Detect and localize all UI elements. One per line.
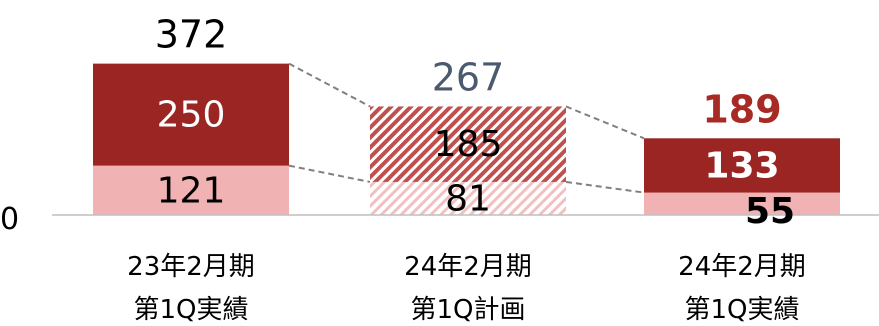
- data-label-bottom-3: 55: [745, 191, 795, 232]
- category-label-line1-3: 24年2月期: [678, 252, 806, 282]
- bar-segment-bottom-3: [644, 192, 840, 215]
- category-label-line2-3: 第1Q実績: [684, 295, 799, 325]
- bar-segment-bottom-2: [370, 181, 566, 215]
- y-axis-zero-label: 0: [0, 202, 19, 237]
- total-label-2: 267: [432, 55, 505, 99]
- bar-segment-top-1: [93, 63, 289, 166]
- category-label-line1-2: 24年2月期: [404, 252, 532, 282]
- total-label-1: 372: [155, 13, 228, 57]
- data-label-top-1: 250: [157, 95, 226, 136]
- connector-top-1: [288, 62, 371, 108]
- connector-mid-2: [565, 180, 645, 194]
- bars: [93, 63, 840, 215]
- connector-top-2: [565, 105, 645, 140]
- category-label-line2-2: 第1Q計画: [410, 295, 525, 325]
- bar-segment-bottom-1: [93, 165, 289, 215]
- data-label-top-3: 133: [704, 145, 779, 186]
- data-labels: 121 250 372 81 185 267 55 133 189: [155, 13, 795, 232]
- bar-segment-top-3: [644, 138, 840, 193]
- data-label-bottom-1: 121: [157, 170, 226, 211]
- total-label-3: 189: [702, 87, 781, 131]
- category-label-line2-1: 第1Q実績: [133, 295, 248, 325]
- bar-segment-top-2: [370, 106, 566, 182]
- connector-lines: [288, 62, 645, 194]
- connector-mid-1: [288, 164, 371, 183]
- data-label-top-2: 185: [434, 124, 503, 165]
- category-label-line1-1: 23年2月期: [127, 252, 255, 282]
- data-label-bottom-2: 81: [445, 178, 491, 219]
